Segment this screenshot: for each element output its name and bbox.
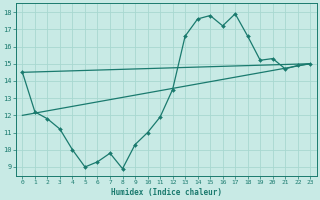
X-axis label: Humidex (Indice chaleur): Humidex (Indice chaleur)	[111, 188, 222, 197]
